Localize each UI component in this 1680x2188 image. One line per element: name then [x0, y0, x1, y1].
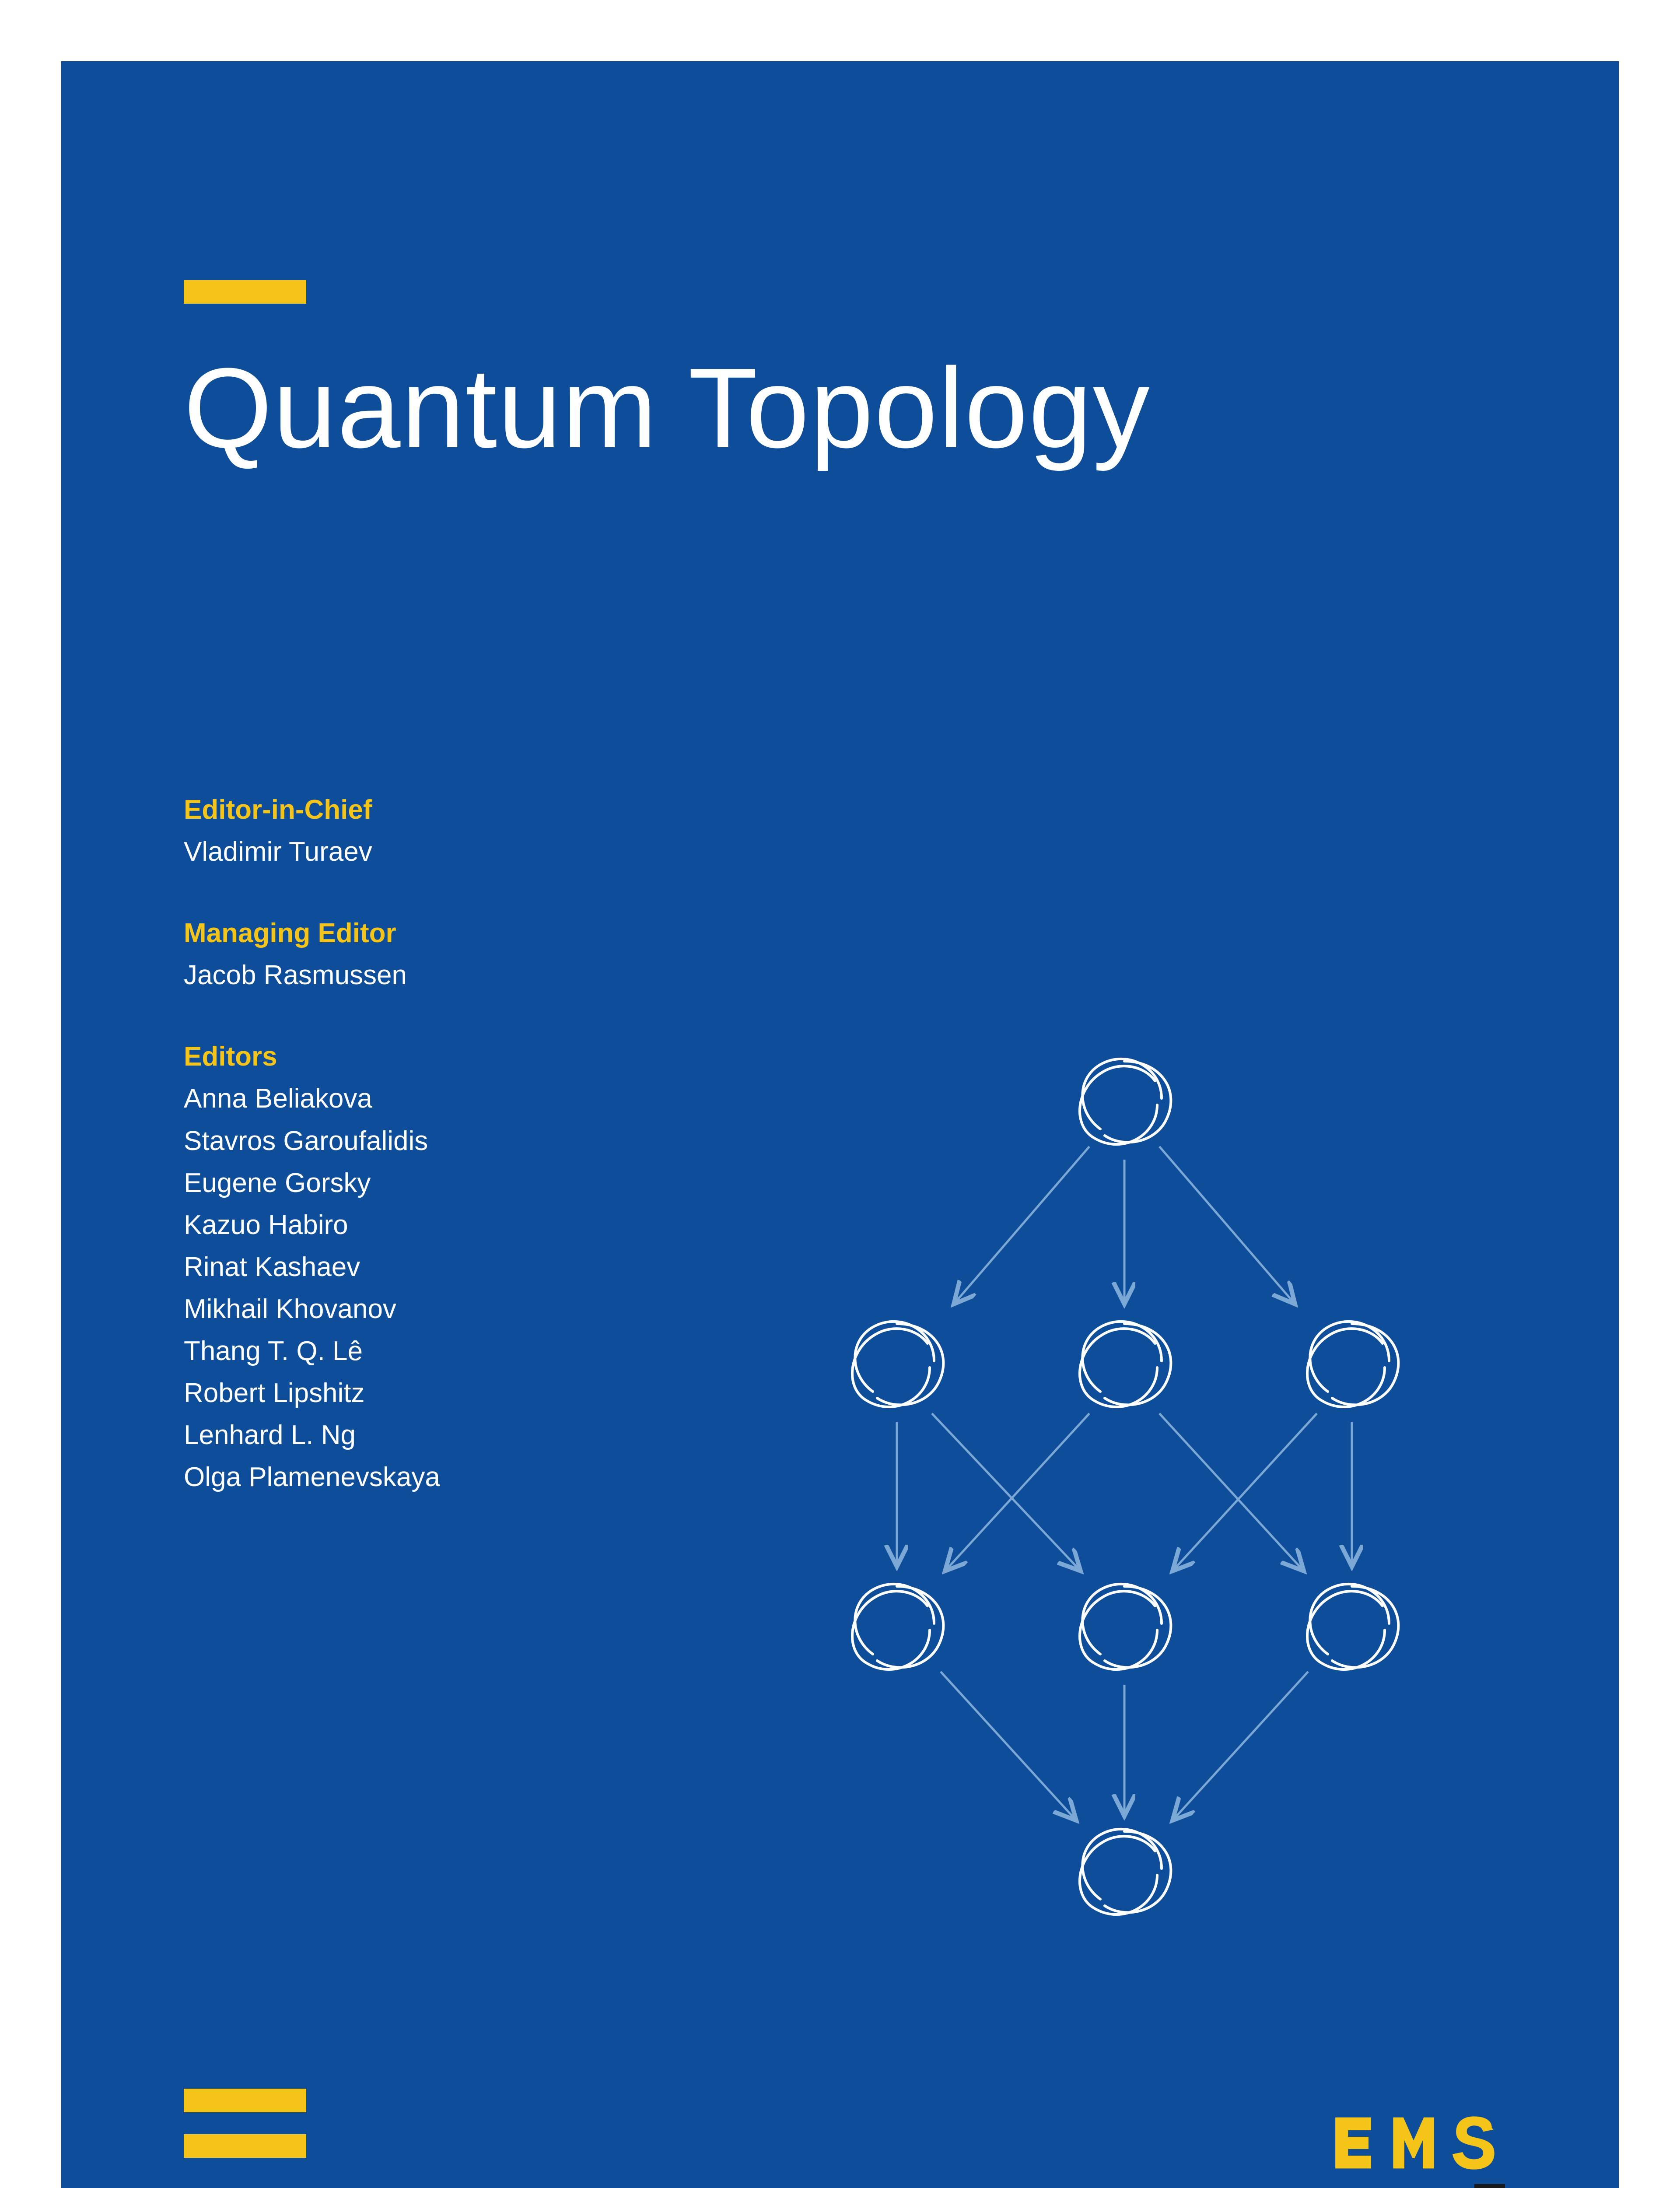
- managing-editor-section: Managing Editor Jacob Rasmussen: [184, 912, 1496, 996]
- ems-press-logo: PRESS: [1327, 2112, 1505, 2188]
- editor-in-chief-label: Editor-in-Chief: [184, 789, 1496, 831]
- editor-in-chief-section: Editor-in-Chief Vladimir Turaev: [184, 789, 1496, 873]
- bottom-accent-bars: [184, 2089, 306, 2180]
- title-accent-bar: [184, 280, 306, 304]
- journal-title: Quantum Topology: [184, 343, 1496, 474]
- knot-lattice-diagram: [709, 1011, 1540, 1974]
- accent-bar: [184, 2134, 306, 2158]
- diagram-edges: [897, 1147, 1352, 1820]
- accent-bar: [184, 2089, 306, 2112]
- managing-editor-label: Managing Editor: [184, 912, 1496, 954]
- editor-in-chief-name: Vladimir Turaev: [184, 831, 1496, 873]
- letter-s-icon: [1448, 2112, 1500, 2174]
- letter-e-icon: [1327, 2112, 1379, 2174]
- ems-letters: [1327, 2112, 1505, 2174]
- ems-press-text: PRESS: [1327, 2185, 1466, 2188]
- managing-editor-name: Jacob Rasmussen: [184, 954, 1496, 996]
- ems-press-row: PRESS: [1327, 2184, 1505, 2188]
- ems-square-icon: [1474, 2184, 1505, 2188]
- letter-m-icon: [1387, 2112, 1440, 2174]
- journal-cover: Quantum Topology Editor-in-Chief Vladimi…: [61, 61, 1619, 2188]
